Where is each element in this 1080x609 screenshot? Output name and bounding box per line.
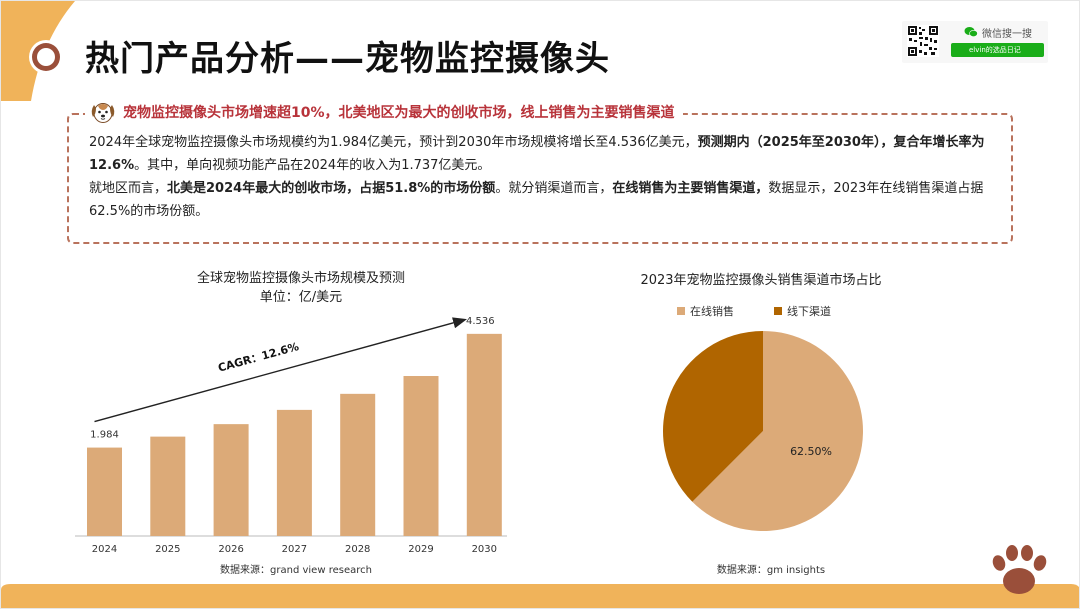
summary-p1-b: 预测期内（2025年至2030年），复合年增长率为12.6% — [89, 135, 985, 173]
cagr-annotation: CAGR：12.6% — [217, 340, 301, 375]
title-badge-icon — [29, 40, 63, 74]
pie-slice-1 — [663, 331, 763, 502]
legend-label-online: 在线销售 — [690, 305, 734, 318]
pie-legend: 在线销售 线下渠道 — [677, 303, 831, 319]
pie-slice-label: 62.50% — [790, 445, 832, 458]
pie-slice-0 — [692, 331, 863, 531]
x-tick-label: 2030 — [472, 544, 497, 555]
bar-2026 — [213, 424, 249, 536]
wechat-search-label: 微信搜一搜 — [982, 29, 1032, 40]
qr-code-icon — [907, 25, 939, 57]
bar-2024 — [87, 447, 122, 536]
bar-chart-subtitle: 单位：亿/美元 — [259, 290, 343, 305]
legend-swatch-online — [677, 307, 685, 315]
pie-chart: 62.50% — [663, 331, 863, 531]
bar-chart: 2024 2025 2026 2027 2028 2029 2030 1.984 4.536 CA… — [75, 316, 507, 555]
paw-icon — [992, 545, 1047, 594]
data-label-last: 4.536 — [466, 316, 495, 327]
x-tick-label: 2024 — [92, 544, 117, 555]
bar-2027 — [276, 409, 312, 536]
x-tick-label: 2026 — [218, 544, 243, 555]
bar-2029 — [403, 376, 439, 536]
bar-chart-source: 数据来源：grand view research — [220, 565, 372, 576]
data-label-first: 1.984 — [90, 430, 119, 441]
pie-chart-title: 2023年宠物监控摄像头销售渠道市场占比 — [640, 273, 882, 288]
summary-paragraph-1: 2024年全球宠物监控摄像头市场规模约为1.984亿美元，预计到2030年市场规… — [89, 131, 995, 177]
wechat-icon — [964, 27, 978, 38]
dog-icon — [91, 103, 115, 123]
summary-headline-wrap: 宠物监控摄像头市场增速超10%，北美地区为最大的创收市场，线上销售为主要销售渠道 — [85, 99, 683, 125]
legend-swatch-offline — [774, 307, 782, 315]
summary-p2-e: 数据显示，2023年在线销售渠道占据62.5%的市场份额。 — [89, 181, 984, 219]
summary-p2-a: 就地区而言， — [89, 181, 168, 196]
bar-chart-title: 全球宠物监控摄像头市场规模及预测 — [196, 271, 405, 286]
legend-item-offline: 线下渠道 — [774, 303, 831, 319]
summary-p1-a: 2024年全球宠物监控摄像头市场规模约为1.984亿美元，预计到2030年市场规… — [89, 135, 698, 150]
x-tick-label: 2029 — [408, 544, 433, 555]
bar-2028 — [340, 393, 376, 536]
cagr-arrow — [94, 317, 467, 423]
x-tick-label: 2028 — [345, 544, 370, 555]
summary-p2-b: 北美是2024年最大的创收市场，占据51.8%的市场份额 — [167, 181, 496, 196]
legend-item-online: 在线销售 — [677, 303, 734, 319]
bottom-band-decoration — [1, 584, 1079, 608]
wechat-account-id[interactable]: elvin的选品日记 — [951, 43, 1044, 57]
page-title: 热门产品分析——宠物监控摄像头 — [85, 39, 610, 79]
summary-body: 2024年全球宠物监控摄像头市场规模约为1.984亿美元，预计到2030年市场规… — [89, 131, 995, 223]
summary-headline: 宠物监控摄像头市场增速超10%，北美地区为最大的创收市场，线上销售为主要销售渠道 — [123, 105, 675, 121]
legend-label-offline: 线下渠道 — [787, 305, 831, 318]
bar-chart-title-block: 全球宠物监控摄像头市场规模及预测 单位：亿/美元 — [91, 269, 511, 307]
summary-p1-c: 。其中，单向视频功能产品在2024年的收入为1.737亿美元。 — [134, 158, 491, 173]
bar-2030 — [466, 333, 502, 536]
x-tick-label: 2027 — [282, 544, 307, 555]
summary-paragraph-2: 就地区而言，北美是2024年最大的创收市场，占据51.8%的市场份额。就分销渠道… — [89, 177, 995, 223]
pie-chart-source: 数据来源：gm insights — [716, 565, 826, 576]
summary-p2-c: 。就分销渠道而言， — [495, 181, 613, 196]
summary-p2-d: 在线销售为主要销售渠道， — [612, 181, 769, 196]
bar-2025 — [150, 436, 186, 536]
x-tick-label: 2025 — [155, 544, 180, 555]
